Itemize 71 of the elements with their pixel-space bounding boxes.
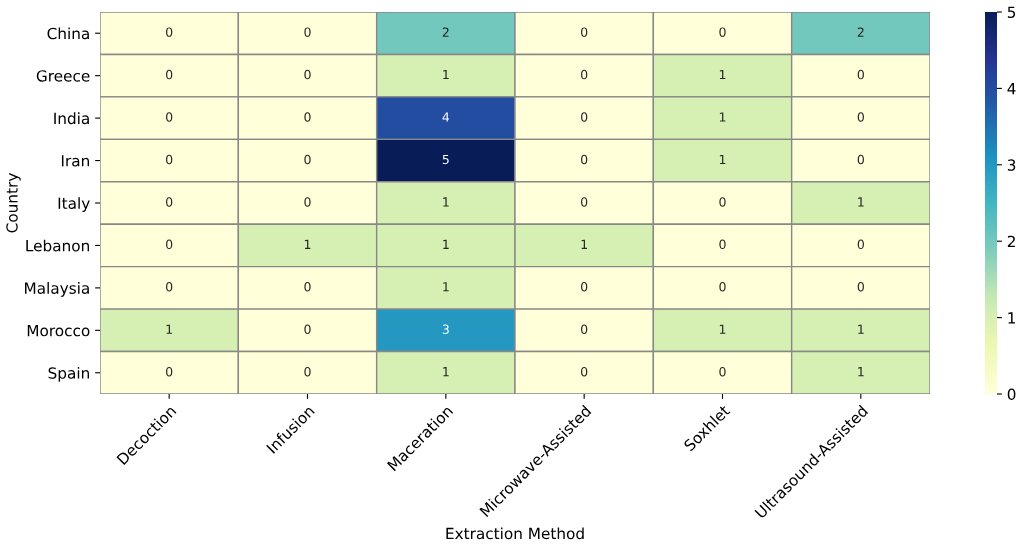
data-label: 0 [581,366,588,377]
data-label: 1 [443,367,449,377]
color-bar-label: 5 [1007,6,1016,19]
data-label: 0 [857,239,864,250]
y-tick-label: Greece [36,70,90,82]
data-label: 0 [304,27,311,37]
y-tick-label: Morocco [27,325,90,337]
data-label: 0 [857,282,864,292]
data-label: 0 [581,112,588,122]
data-label: 0 [857,69,864,80]
data-label: 1 [443,197,449,207]
data-label: 3 [442,324,449,334]
color-bar-label: 2 [1007,235,1015,247]
data-label: 5 [442,154,449,165]
data-label: 1 [166,324,172,334]
color-bar-label: 1 [1008,312,1016,324]
color-bar-label: 4 [1007,83,1016,95]
data-label: 0 [581,324,588,334]
color-bar-label: 0 [1007,388,1016,401]
y-tick-label: Malaysia [25,282,89,297]
data-label: 0 [719,282,726,292]
data-label: 0 [581,282,588,292]
data-label: 0 [581,154,588,165]
data-label: 0 [581,69,588,80]
data-label: 0 [166,154,173,165]
data-label: 1 [443,282,449,292]
data-label: 0 [166,69,173,80]
data-label: 1 [304,239,311,249]
data-label: 0 [166,282,173,292]
data-label: 4 [442,112,450,122]
x-axis-title: Extraction Method [446,527,584,540]
data-label: 2 [442,27,449,37]
y-tick-label: Italy [58,197,90,212]
y-tick-label: Lebanon [26,239,89,252]
y-tick-label: Spain [48,366,89,382]
data-label: 1 [719,112,726,122]
data-label: 1 [858,367,864,377]
data-label: 0 [166,366,173,377]
color-bar-label: 3 [1007,159,1016,171]
data-label: 0 [719,239,726,250]
data-label: 0 [304,69,311,80]
data-label: 0 [719,366,726,377]
data-label: 0 [304,112,311,122]
data-label: 0 [719,27,726,37]
y-tick-label: India [54,112,89,125]
data-label: 1 [719,70,726,80]
data-label: 1 [719,154,726,164]
data-label: 0 [304,197,311,207]
y-tick-label: China [47,27,89,40]
data-label: 0 [166,239,173,250]
data-label: 1 [858,324,864,334]
data-label: 1 [581,239,587,249]
data-label: 1 [443,70,449,80]
data-label: 0 [719,197,726,207]
y-tick-label: Iran [61,155,89,167]
data-label: 2 [857,27,864,37]
data-label: 0 [857,154,864,165]
data-label: 0 [304,154,311,165]
data-label: 0 [166,197,173,207]
y-axis-title: Country [6,173,21,233]
data-label: 1 [443,239,449,249]
data-label: 0 [581,197,588,207]
data-label: 0 [304,324,311,334]
data-label: 1 [858,197,864,207]
data-label: 1 [719,324,726,334]
data-label: 0 [304,366,311,377]
data-label: 0 [166,27,173,37]
data-label: 0 [166,112,173,122]
data-label: 0 [304,282,311,292]
data-label: 0 [857,112,864,122]
data-label: 0 [581,27,588,37]
